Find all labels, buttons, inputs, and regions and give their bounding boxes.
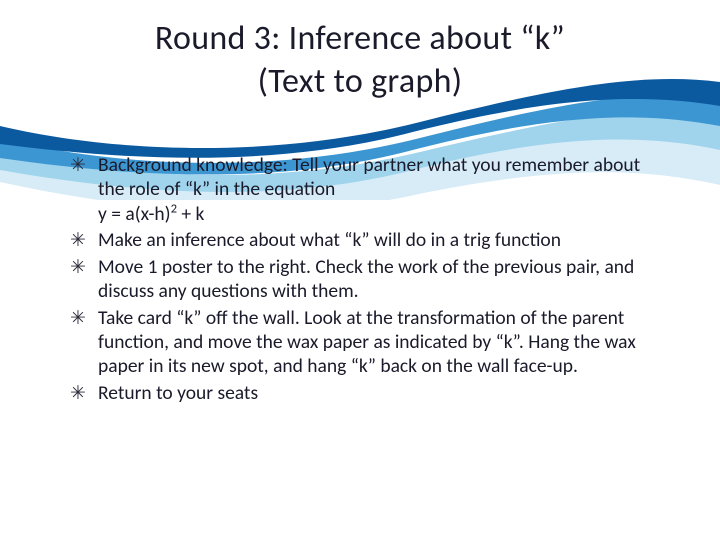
list-item: ✳ Move 1 poster to the right. Check the … [70, 255, 660, 304]
list-item: ✳ Make an inference about what “k” will … [70, 228, 660, 253]
bullet-text: Make an inference about what “k” will do… [98, 228, 660, 252]
bullet-text: Background knowledge: Tell your partner … [98, 153, 660, 226]
list-item: ✳ Background knowledge: Tell your partne… [70, 153, 660, 226]
slide-title-container: Round 3: Inference about “k” (Text to gr… [0, 0, 720, 103]
asterisk-icon: ✳ [70, 153, 98, 178]
list-item: ✳ Take card “k” off the wall. Look at th… [70, 306, 660, 379]
asterisk-icon: ✳ [70, 381, 98, 406]
asterisk-icon: ✳ [70, 255, 98, 280]
slide-body: ✳ Background knowledge: Tell your partne… [0, 103, 720, 406]
title-line-2: (Text to graph) [258, 61, 463, 102]
bullet-text: Return to your seats [98, 381, 660, 405]
list-item: ✳ Return to your seats [70, 381, 660, 406]
slide-title: Round 3: Inference about “k” (Text to gr… [0, 18, 720, 103]
bullet-text: Take card “k” off the wall. Look at the … [98, 306, 660, 379]
asterisk-icon: ✳ [70, 228, 98, 253]
asterisk-icon: ✳ [70, 306, 98, 331]
bullet-text: Move 1 poster to the right. Check the wo… [98, 255, 660, 304]
title-line-1: Round 3: Inference about “k” [155, 18, 565, 59]
